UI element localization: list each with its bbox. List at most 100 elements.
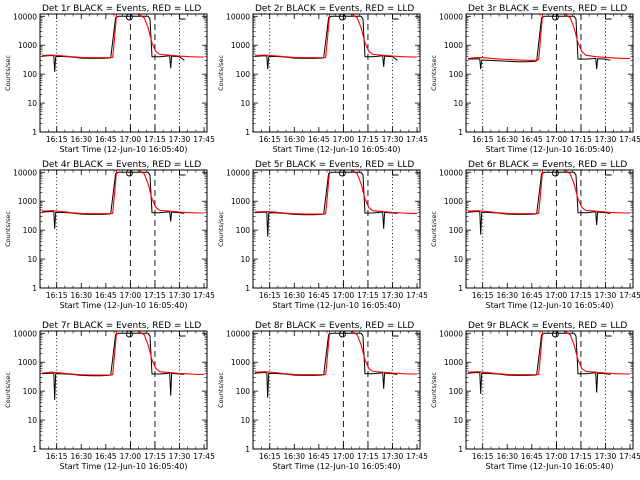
x-tick-label: 16:15 [259,452,281,461]
lld-series-line [467,170,631,215]
x-tick-label: 16:45 [95,135,117,144]
y-tick-label: 10000 [13,329,37,338]
y-tick-label: 1000 [444,41,463,50]
y-tick-label: 1 [245,128,250,137]
x-tick-label: 16:30 [70,291,92,300]
x-tick-label: 17:30 [595,452,617,461]
y-tick-label: 10 [240,99,250,108]
x-tick-label: 17:15 [570,135,592,144]
x-tick-label: 17:45 [406,291,428,300]
x-tick-label: 17:00 [333,452,355,461]
x-axis-label: Start Time (12-Jun-10 16:05:40) [273,301,401,310]
plot-frame [39,169,208,289]
y-tick-label: 10 [27,255,37,264]
detector-panel-1: Det 1r BLACK = Events, RED = LLD Counts/s… [4,4,215,154]
y-tick-label: 1 [245,284,250,293]
y-tick-label: 10000 [226,12,250,21]
x-axis-label: Start Time (12-Jun-10 16:05:40) [486,462,614,471]
x-tick-label: 17:45 [193,135,215,144]
x-tick-label: 17:00 [333,135,355,144]
y-tick-label: 1 [32,284,37,293]
x-tick-label: 17:15 [570,291,592,300]
x-tick-label: 16:15 [46,452,68,461]
x-tick-label: 17:30 [169,452,191,461]
y-tick-label: 1000 [18,358,37,367]
lld-series-line [254,170,418,215]
y-axis-label: Counts/sec [430,372,438,408]
events-series-line [41,171,185,229]
x-tick-label: 17:15 [357,291,379,300]
detector-panel-6: Det 6r BLACK = Events, RED = LLD Counts/s… [430,160,640,310]
detector-panel-9: Det 9r BLACK = Events, RED = LLD Counts/s… [430,321,640,471]
x-tick-label: 16:30 [283,452,305,461]
panel-title: Det 9r BLACK = Events, RED = LLD [468,321,627,331]
events-series-line [467,15,611,70]
bracket-marker [392,14,399,20]
y-tick-label: 10000 [226,168,250,177]
plot-frame [39,13,208,133]
y-tick-label: 100 [449,70,464,79]
lld-series-line [467,14,631,61]
y-tick-label: 10 [453,255,463,264]
y-axis-label: Counts/sec [430,55,438,91]
x-tick-label: 16:30 [70,135,92,144]
x-axis-label: Start Time (12-Jun-10 16:05:40) [60,145,188,154]
attenuator-circle-marker [551,169,559,177]
y-tick-label: 1000 [231,41,250,50]
x-tick-label: 17:00 [120,291,142,300]
events-series-line [467,332,611,394]
x-axis-label: Start Time (12-Jun-10 16:05:40) [486,145,614,154]
x-tick-label: 17:30 [382,135,404,144]
bracket-marker [605,14,612,20]
x-tick-label: 16:30 [496,135,518,144]
plot-frame [465,330,634,450]
lld-series-line [467,331,631,376]
y-tick-label: 10 [453,416,463,425]
bracket-marker [179,14,186,20]
x-tick-label: 17:15 [357,135,379,144]
y-tick-label: 1000 [231,358,250,367]
x-tick-label: 16:45 [521,291,543,300]
x-tick-label: 17:00 [546,291,568,300]
y-axis-label: Counts/sec [217,211,225,247]
y-tick-label: 1 [458,128,463,137]
x-tick-label: 17:45 [406,452,428,461]
y-tick-label: 10000 [13,12,37,21]
bracket-marker [392,170,399,176]
detector-panel-2: Det 2r BLACK = Events, RED = LLD Counts/s… [217,4,428,154]
lld-series-line [41,331,205,376]
y-tick-label: 100 [449,226,464,235]
x-tick-label: 17:00 [120,135,142,144]
x-axis-label: Start Time (12-Jun-10 16:05:40) [60,462,188,471]
panel-title: Det 4r BLACK = Events, RED = LLD [42,160,201,170]
x-tick-label: 17:45 [193,452,215,461]
detector-panel-7: Det 7r BLACK = Events, RED = LLD Counts/s… [4,321,215,471]
y-tick-label: 1 [245,445,250,454]
y-tick-label: 10 [27,99,37,108]
detector-panel-8: Det 8r BLACK = Events, RED = LLD Counts/s… [217,321,428,471]
x-axis-label: Start Time (12-Jun-10 16:05:40) [273,462,401,471]
x-tick-label: 17:00 [120,452,142,461]
events-series-line [41,332,185,400]
events-series-line [254,332,398,398]
x-tick-label: 16:15 [46,291,68,300]
x-tick-label: 16:45 [95,291,117,300]
y-tick-label: 100 [236,226,251,235]
lld-series-line [254,14,418,59]
panel-title: Det 6r BLACK = Events, RED = LLD [468,160,627,170]
attenuator-circle-marker [551,330,559,338]
y-axis-label: Counts/sec [217,372,225,408]
x-tick-label: 16:15 [472,291,494,300]
y-tick-label: 1 [458,445,463,454]
y-tick-label: 100 [23,70,38,79]
x-tick-label: 17:30 [595,291,617,300]
detector-panel-4: Det 4r BLACK = Events, RED = LLD Counts/s… [4,160,215,310]
x-tick-label: 17:15 [357,452,379,461]
plot-frame [39,330,208,450]
x-tick-label: 17:30 [595,135,617,144]
y-tick-label: 1000 [444,197,463,206]
x-tick-label: 16:15 [46,135,68,144]
events-series-line [467,171,611,235]
plot-frame [465,13,634,133]
